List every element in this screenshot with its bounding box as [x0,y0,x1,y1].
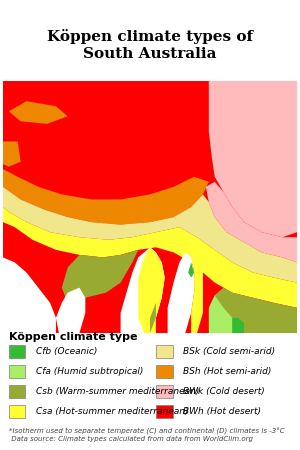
Text: *Isotherm used to separate temperate (C) and continental (D) climates is -3°C
 D: *Isotherm used to separate temperate (C)… [9,428,285,442]
Polygon shape [9,101,68,124]
FancyBboxPatch shape [156,405,172,418]
FancyBboxPatch shape [9,385,26,398]
FancyBboxPatch shape [156,365,172,378]
Polygon shape [215,288,297,333]
Polygon shape [3,257,56,333]
Polygon shape [209,295,232,333]
Text: BWh (Hot desert): BWh (Hot desert) [183,407,261,416]
Polygon shape [3,187,297,283]
Polygon shape [138,248,165,333]
Text: Cfa (Humid subtropical): Cfa (Humid subtropical) [36,367,143,376]
Text: Köppen climate types of
South Australia: Köppen climate types of South Australia [47,29,253,61]
Text: BSk (Cold semi-arid): BSk (Cold semi-arid) [183,347,275,356]
FancyBboxPatch shape [156,346,172,358]
Polygon shape [209,81,297,237]
Polygon shape [168,252,194,333]
Text: BSh (Hot semi-arid): BSh (Hot semi-arid) [183,367,272,376]
Polygon shape [3,81,297,333]
Polygon shape [3,169,209,225]
Polygon shape [206,182,297,262]
Polygon shape [191,252,203,333]
Polygon shape [150,303,156,333]
Polygon shape [188,262,194,278]
Polygon shape [232,318,244,333]
Text: Köppen climate type: Köppen climate type [9,332,137,342]
Text: BWk (Cold desert): BWk (Cold desert) [183,387,265,396]
FancyBboxPatch shape [156,385,172,398]
Text: Cfb (Oceanic): Cfb (Oceanic) [36,347,98,356]
Text: Csa (Hot-summer mediterranean): Csa (Hot-summer mediterranean) [36,407,188,416]
Polygon shape [56,288,85,333]
FancyBboxPatch shape [9,405,26,418]
Polygon shape [121,248,165,333]
Polygon shape [3,207,297,308]
FancyBboxPatch shape [9,365,26,378]
FancyBboxPatch shape [9,346,26,358]
Text: Csb (Warm-summer mediterranean): Csb (Warm-summer mediterranean) [36,387,200,396]
Polygon shape [62,250,138,308]
Polygon shape [3,141,21,166]
